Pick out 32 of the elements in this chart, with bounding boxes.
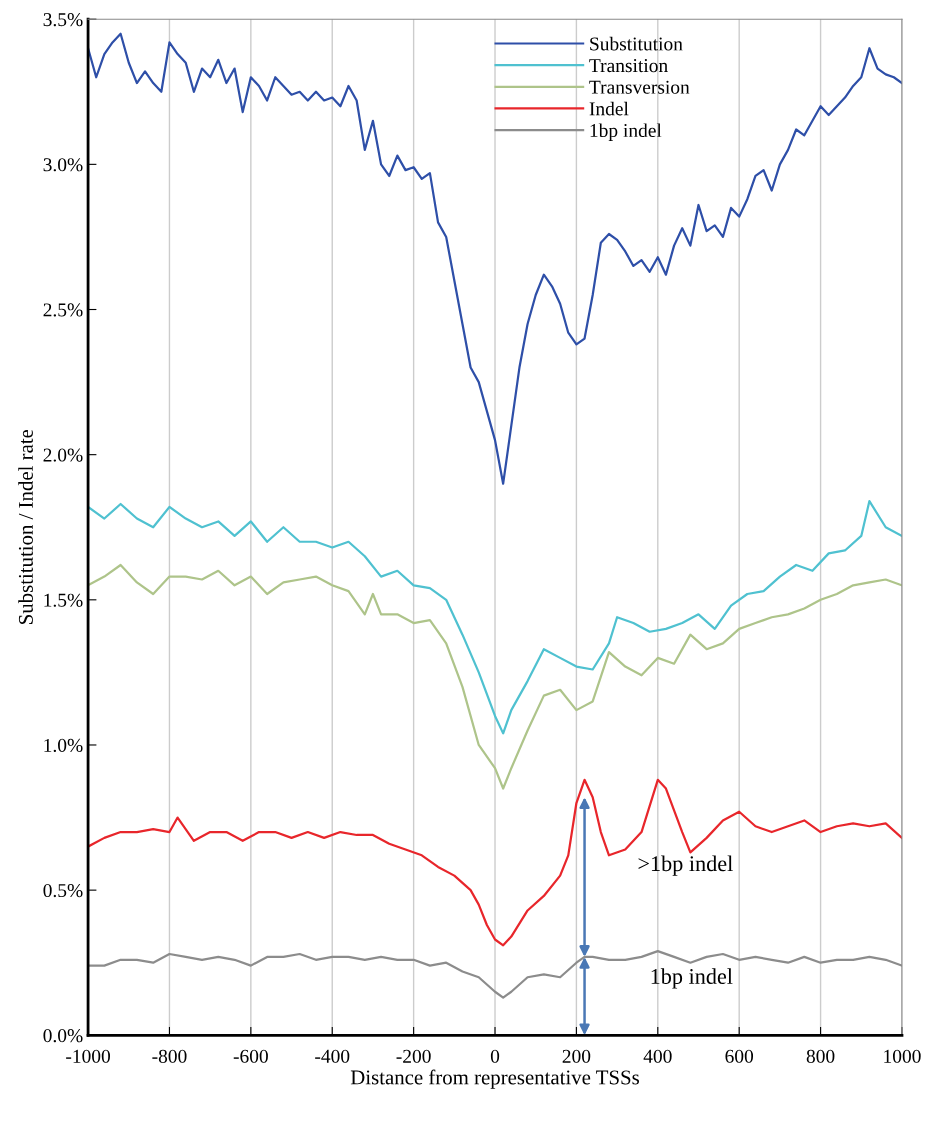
x-tick-label: 1000 <box>884 1049 921 1063</box>
y-axis-title: Substitution / Indel rate <box>18 429 33 624</box>
legend-label: Transversion <box>589 80 690 94</box>
line-series <box>88 778 902 947</box>
x-tick-label: 600 <box>725 1049 754 1063</box>
x-tick-label: -400 <box>315 1049 350 1063</box>
y-tick-label: 0.0% <box>43 1029 83 1043</box>
x-tick-label: 0 <box>490 1049 500 1063</box>
y-tick-label: 3.0% <box>43 158 83 172</box>
x-tick-label: 400 <box>643 1049 672 1063</box>
annotation: >1bp indel <box>638 855 733 876</box>
y-tick-label: 3.5% <box>43 13 83 27</box>
legend-label: Indel <box>589 101 629 116</box>
x-tick-label: 200 <box>562 1049 591 1063</box>
y-tick-label: 2.0% <box>43 448 83 462</box>
x-tick-label: -800 <box>152 1049 187 1063</box>
y-tick-label: 1.5% <box>44 593 83 607</box>
x-tick-label: 800 <box>806 1049 835 1063</box>
line-series <box>88 32 902 485</box>
legend-label: 1bp indel <box>590 123 662 142</box>
x-axis-title: Distance from representative TSSs <box>350 1069 639 1089</box>
legend-label: Transition <box>589 59 668 73</box>
legend-label: Substitution <box>590 36 683 51</box>
x-tick-label: -200 <box>396 1049 431 1063</box>
x-tick-label: -1000 <box>66 1049 111 1063</box>
line-series <box>88 500 902 735</box>
line-series <box>88 563 902 790</box>
y-tick-label: 2.5% <box>43 303 83 317</box>
y-tick-label: 1.0% <box>44 738 83 752</box>
x-tick-label: -600 <box>233 1049 268 1063</box>
annotation: 1bp indel <box>651 968 733 989</box>
y-tick-label: 0.5% <box>43 883 83 898</box>
